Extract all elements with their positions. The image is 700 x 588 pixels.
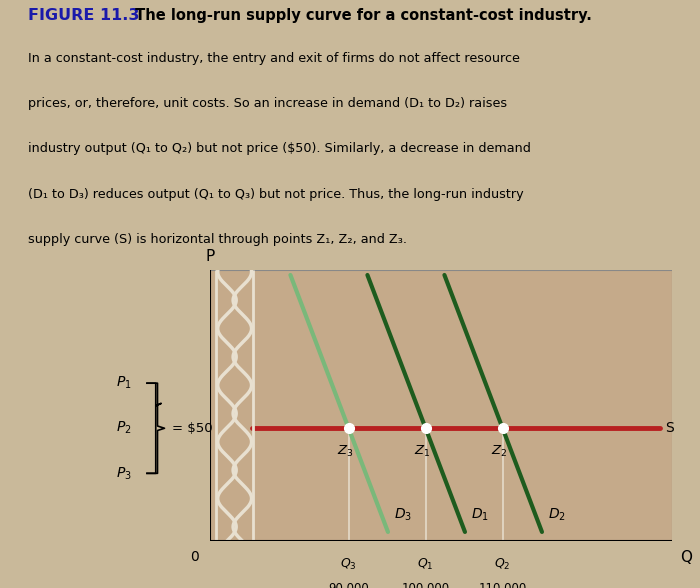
Text: $D_1$: $D_1$ — [471, 506, 489, 523]
Text: S: S — [665, 421, 674, 435]
Text: In a constant-cost industry, the entry and exit of firms do not affect resource: In a constant-cost industry, the entry a… — [28, 52, 520, 65]
Text: $D_2$: $D_2$ — [548, 506, 566, 523]
Text: $Q_1$: $Q_1$ — [417, 557, 434, 572]
Text: industry output (Q₁ to Q₂) but not price ($50). Similarly, a decrease in demand: industry output (Q₁ to Q₂) but not price… — [28, 142, 531, 155]
Text: $Q_3$: $Q_3$ — [340, 557, 357, 572]
Text: $P_2$: $P_2$ — [116, 420, 132, 436]
Text: $Q_2$: $Q_2$ — [494, 557, 511, 572]
Text: $Z_3$: $Z_3$ — [337, 444, 353, 459]
Text: $D_3$: $D_3$ — [394, 506, 412, 523]
Text: The long-run supply curve for a constant-cost industry.: The long-run supply curve for a constant… — [130, 8, 592, 23]
Text: FIGURE 11.3: FIGURE 11.3 — [28, 8, 139, 23]
Text: 100,000: 100,000 — [402, 582, 449, 588]
Text: prices, or, therefore, unit costs. So an increase in demand (D₁ to D₂) raises: prices, or, therefore, unit costs. So an… — [28, 97, 507, 110]
Text: $Z_1$: $Z_1$ — [414, 444, 430, 459]
Text: supply curve (S) is horizontal through points Z₁, Z₂, and Z₃.: supply curve (S) is horizontal through p… — [28, 233, 407, 246]
Text: $P_1$: $P_1$ — [116, 375, 132, 392]
Text: 90,000: 90,000 — [328, 582, 369, 588]
Text: 0: 0 — [190, 550, 199, 564]
Text: (D₁ to D₃) reduces output (Q₁ to Q₃) but not price. Thus, the long-run industry: (D₁ to D₃) reduces output (Q₁ to Q₃) but… — [28, 188, 524, 201]
Text: 110,000: 110,000 — [479, 582, 526, 588]
Text: $P_3$: $P_3$ — [116, 465, 132, 482]
Text: P: P — [205, 249, 215, 263]
Text: $Z_2$: $Z_2$ — [491, 444, 507, 459]
Text: Q: Q — [680, 550, 692, 565]
Text: = $50: = $50 — [172, 422, 212, 435]
